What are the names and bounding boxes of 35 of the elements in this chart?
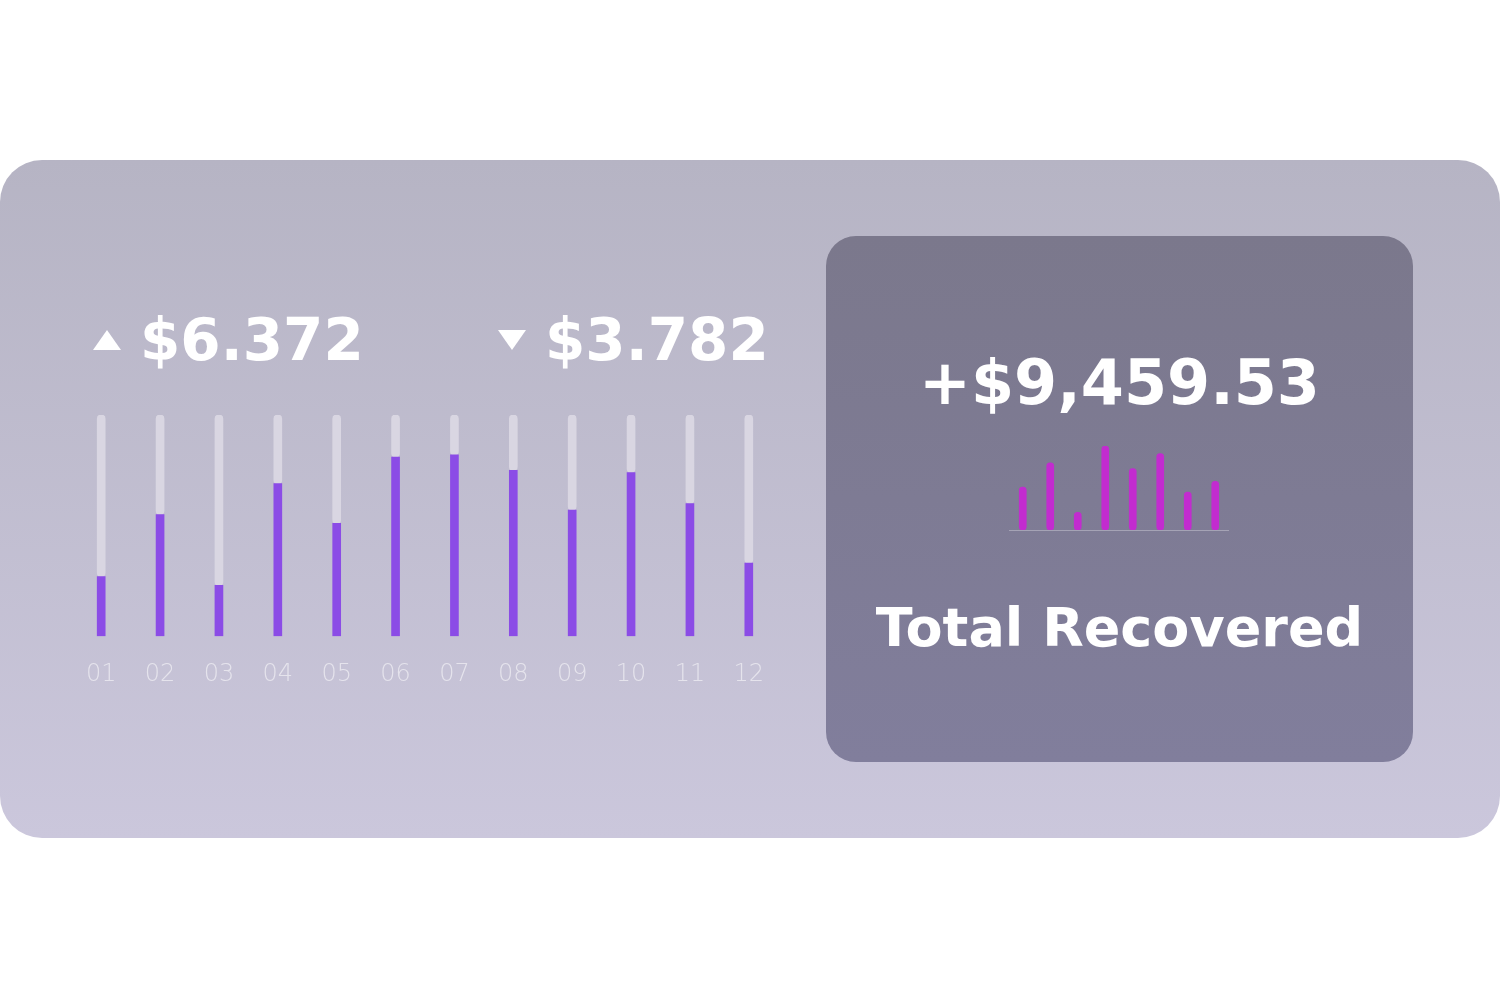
bar xyxy=(626,472,636,637)
bar xyxy=(685,415,695,504)
bar xyxy=(391,415,400,458)
bar xyxy=(685,503,695,637)
bar xyxy=(332,415,342,524)
bar xyxy=(567,415,577,511)
bar xyxy=(273,483,283,637)
bar xyxy=(273,415,283,484)
chart-title: +$9,459.53 xyxy=(917,346,1321,419)
bar xyxy=(214,584,224,637)
bar xyxy=(450,454,459,637)
bar xyxy=(744,562,754,637)
bar xyxy=(450,415,459,456)
bar xyxy=(332,523,342,637)
bar xyxy=(391,456,400,637)
text: $6.372 xyxy=(140,306,364,374)
bar xyxy=(155,514,165,637)
text: $3.782 xyxy=(545,306,769,374)
bar xyxy=(1046,462,1055,530)
bar xyxy=(214,415,224,586)
bar xyxy=(1183,491,1192,530)
bar xyxy=(155,415,165,515)
text: Total Recovered xyxy=(874,596,1365,659)
bar xyxy=(96,576,106,637)
bar xyxy=(1128,468,1137,530)
bar xyxy=(508,469,518,637)
bar xyxy=(1018,486,1027,530)
bar xyxy=(1211,480,1220,530)
bar xyxy=(96,415,106,577)
bar xyxy=(1156,453,1165,530)
bar xyxy=(626,415,636,473)
bar xyxy=(744,415,754,564)
bar xyxy=(1101,446,1110,530)
bar xyxy=(508,415,518,471)
bar xyxy=(567,509,577,637)
